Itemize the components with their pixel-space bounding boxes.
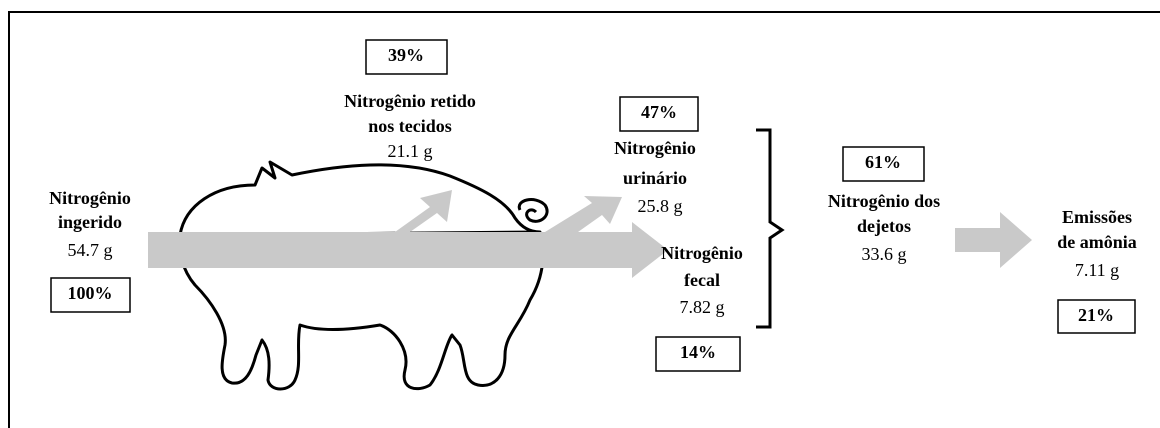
node-label: urinário	[623, 168, 687, 188]
node-amount: 7.82 g	[680, 297, 725, 317]
node-amount: 7.11 g	[1075, 260, 1119, 280]
node-label: Nitrogênio	[49, 188, 131, 208]
diagram: Nitrogênio ingerido 54.7 g 100% 39% Nitr…	[0, 0, 1160, 428]
node-percent: 14%	[680, 342, 716, 362]
ammonia-arrow	[955, 212, 1032, 268]
main-arrow	[148, 190, 668, 278]
node-label: Nitrogênio	[614, 138, 696, 158]
node-label: Nitrogênio retido	[344, 91, 476, 111]
node-amount: 33.6 g	[862, 244, 907, 264]
node-amount: 25.8 g	[638, 196, 683, 216]
node-label: ingerido	[58, 212, 122, 232]
node-percent: 39%	[388, 45, 424, 65]
node-percent: 47%	[641, 102, 677, 122]
bracket	[756, 130, 782, 327]
pig-outline	[180, 162, 548, 389]
node-label: fecal	[684, 270, 720, 290]
node-label: Emissões	[1062, 207, 1132, 227]
node-label: Nitrogênio	[661, 243, 743, 263]
node-amount: 21.1 g	[388, 141, 433, 161]
node-percent: 100%	[68, 283, 113, 303]
node-percent: 61%	[865, 152, 901, 172]
node-label: Nitrogênio dos	[828, 191, 940, 211]
node-label: de amônia	[1057, 232, 1137, 252]
node-label: nos tecidos	[368, 116, 452, 136]
node-label: dejetos	[857, 216, 911, 236]
node-amount: 54.7 g	[68, 240, 113, 260]
node-percent: 21%	[1078, 305, 1114, 325]
